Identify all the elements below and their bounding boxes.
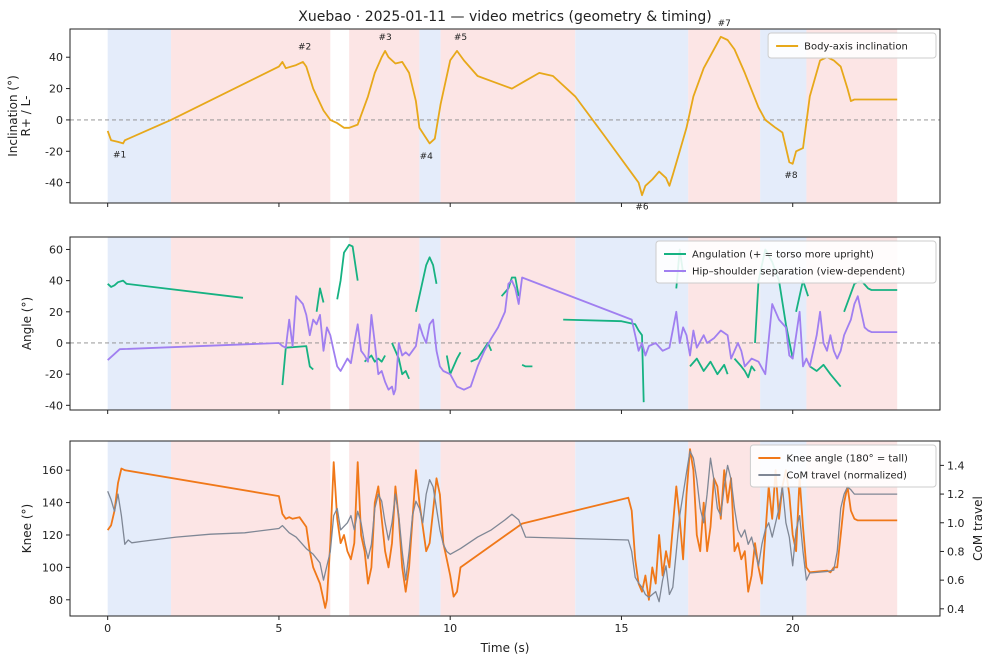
phase-band-3	[349, 441, 420, 616]
y-tick-label-1: -40	[45, 177, 63, 190]
series-line-1-segment-1	[107, 279, 244, 299]
peak-annotation-2: #2	[298, 42, 311, 52]
y-axis-label-1: Angle (°)	[20, 297, 34, 350]
y2-tick-label-6: 1.4	[947, 459, 965, 472]
phase-band-5	[440, 441, 576, 616]
phase-band-7	[688, 29, 761, 203]
y-axis-label-right: CoM travel	[971, 496, 985, 561]
series-line-1-segment-19	[843, 279, 898, 313]
series-line-1-segment-3	[315, 287, 325, 312]
series-line-1-segment-8	[445, 351, 462, 376]
phase-band-1	[107, 237, 172, 410]
series-line-1-segment-9	[470, 342, 493, 363]
x-tick-label-3: 10	[443, 622, 457, 635]
y-tick-label-2: 100	[42, 561, 63, 574]
y-tick-label-3: 120	[42, 529, 63, 542]
plot-frame	[69, 440, 941, 617]
x-axis-label: Time (s)	[480, 641, 530, 655]
legend-box	[655, 240, 937, 284]
legend-label-2: Hip–shoulder separation (view-dependent)	[692, 267, 905, 278]
y-tick-label-2: -20	[45, 145, 63, 158]
series-line-1-segment-18	[809, 363, 842, 388]
peak-annotation-8: #8	[784, 171, 798, 181]
y2-tick-label-2: 0.6	[947, 574, 965, 587]
peak-annotation-1: #1	[113, 151, 126, 161]
series-line-1-segment-10	[500, 276, 520, 297]
y-tick-label-3: 0	[56, 337, 63, 350]
phase-band-2	[171, 237, 331, 410]
y-tick-label-4: 20	[49, 306, 63, 319]
phase-band-5	[440, 237, 576, 410]
peak-annotation-7: #7	[718, 19, 731, 29]
series-group	[106, 35, 898, 197]
legend-label-1: Knee angle (180° = tall)	[786, 454, 908, 465]
peak-annotation-6: #6	[635, 202, 649, 212]
chart-title: Xuebao · 2025-01-11 — video metrics (geo…	[298, 9, 712, 25]
y-tick-label-5: 160	[42, 464, 63, 477]
y-tick-label-4: 20	[49, 83, 63, 96]
y-tick-label-6: 60	[49, 243, 63, 256]
phase-band-2	[171, 29, 331, 203]
panel-1: #1 #2 #3 #4 #5 #6 #7 #8 -40 -20 0 20 40 Inclination (…	[6, 19, 941, 212]
y-tick-label-5: 40	[49, 275, 63, 288]
y-axis-label-1: Inclination (°)	[6, 75, 20, 157]
y-axis-label-1: Knee (°)	[20, 504, 34, 553]
legend-label-2: CoM travel (normalized)	[786, 471, 907, 482]
phase-band-4	[419, 29, 441, 203]
y-tick-label-4: 140	[42, 497, 63, 510]
legend-label-1: Angulation (+ = torso more upright)	[692, 250, 874, 261]
peak-annotation-3: #3	[378, 33, 391, 43]
legend: Angulation (+ = torso more upright) Hip–s…	[655, 240, 937, 284]
panel-3: 0 5 10 15 20 80 100 120 140 160 0.4 0.6 0.8 1.0 1.2 1.4…	[20, 440, 985, 635]
legend-label-1: Body-axis inclination	[804, 42, 908, 53]
y-tick-label-1: 80	[49, 594, 63, 607]
panel-2: -40 -20 0 20 40 60 Angle (°) Angulation (+ = to…	[20, 236, 941, 414]
series-line-1-segment-14	[689, 357, 729, 376]
series-line-2-segment-1	[107, 276, 898, 396]
series-line-1-segment-4	[336, 243, 359, 300]
y2-tick-label-3: 0.8	[947, 545, 965, 558]
x-tick-label-4: 15	[614, 622, 628, 635]
x-tick-label-1: 0	[104, 622, 111, 635]
legend-box	[749, 444, 937, 488]
series-line-1-segment-6	[391, 342, 410, 380]
y2-tick-label-4: 1.0	[947, 517, 965, 530]
peak-annotation-4: #4	[420, 152, 434, 162]
y-tick-label-5: 40	[49, 51, 63, 64]
series-line-1-segment-7	[415, 256, 438, 312]
series-line-1-segment-15	[733, 358, 756, 379]
y-tick-label-1: -40	[45, 399, 63, 412]
legend-box	[767, 32, 937, 59]
phase-band-3	[349, 237, 420, 410]
y-axis-label-2: R+ / L-	[19, 96, 33, 137]
series-line-1-segment-11	[521, 363, 533, 368]
series-line-2-segment-1	[107, 450, 898, 603]
phase-band-2	[171, 441, 331, 616]
legend: Body-axis inclination	[767, 32, 937, 59]
plot-frame	[69, 236, 941, 411]
phase-band-1	[107, 29, 172, 203]
peak-annotation-5: #5	[454, 33, 467, 43]
phase-band-1	[107, 441, 172, 616]
x-tick-label-2: 5	[275, 622, 282, 635]
y2-tick-label-1: 0.4	[947, 603, 965, 616]
y-tick-label-2: -20	[45, 368, 63, 381]
phase-band-3	[349, 29, 420, 203]
phase-band-6	[575, 441, 689, 616]
x-tick-label-5: 20	[786, 622, 800, 635]
plot-frame	[69, 28, 941, 204]
series-line-1-segment-1	[106, 35, 898, 197]
y-tick-label-3: 0	[56, 114, 63, 127]
series-line-1-segment-2	[281, 345, 314, 386]
panels-layer: #1 #2 #3 #4 #5 #6 #7 #8 -40 -20 0 20 40 Inclination (…	[6, 19, 985, 635]
legend: Knee angle (180° = tall) CoM travel (norm…	[749, 444, 937, 488]
y2-tick-label-5: 1.2	[947, 488, 965, 501]
